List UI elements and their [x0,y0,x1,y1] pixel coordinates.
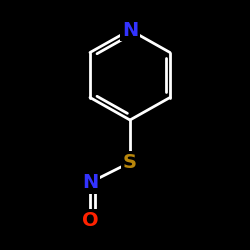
Text: N: N [122,20,138,40]
Text: N: N [82,173,98,192]
Text: O: O [82,210,98,230]
Text: S: S [123,153,137,172]
